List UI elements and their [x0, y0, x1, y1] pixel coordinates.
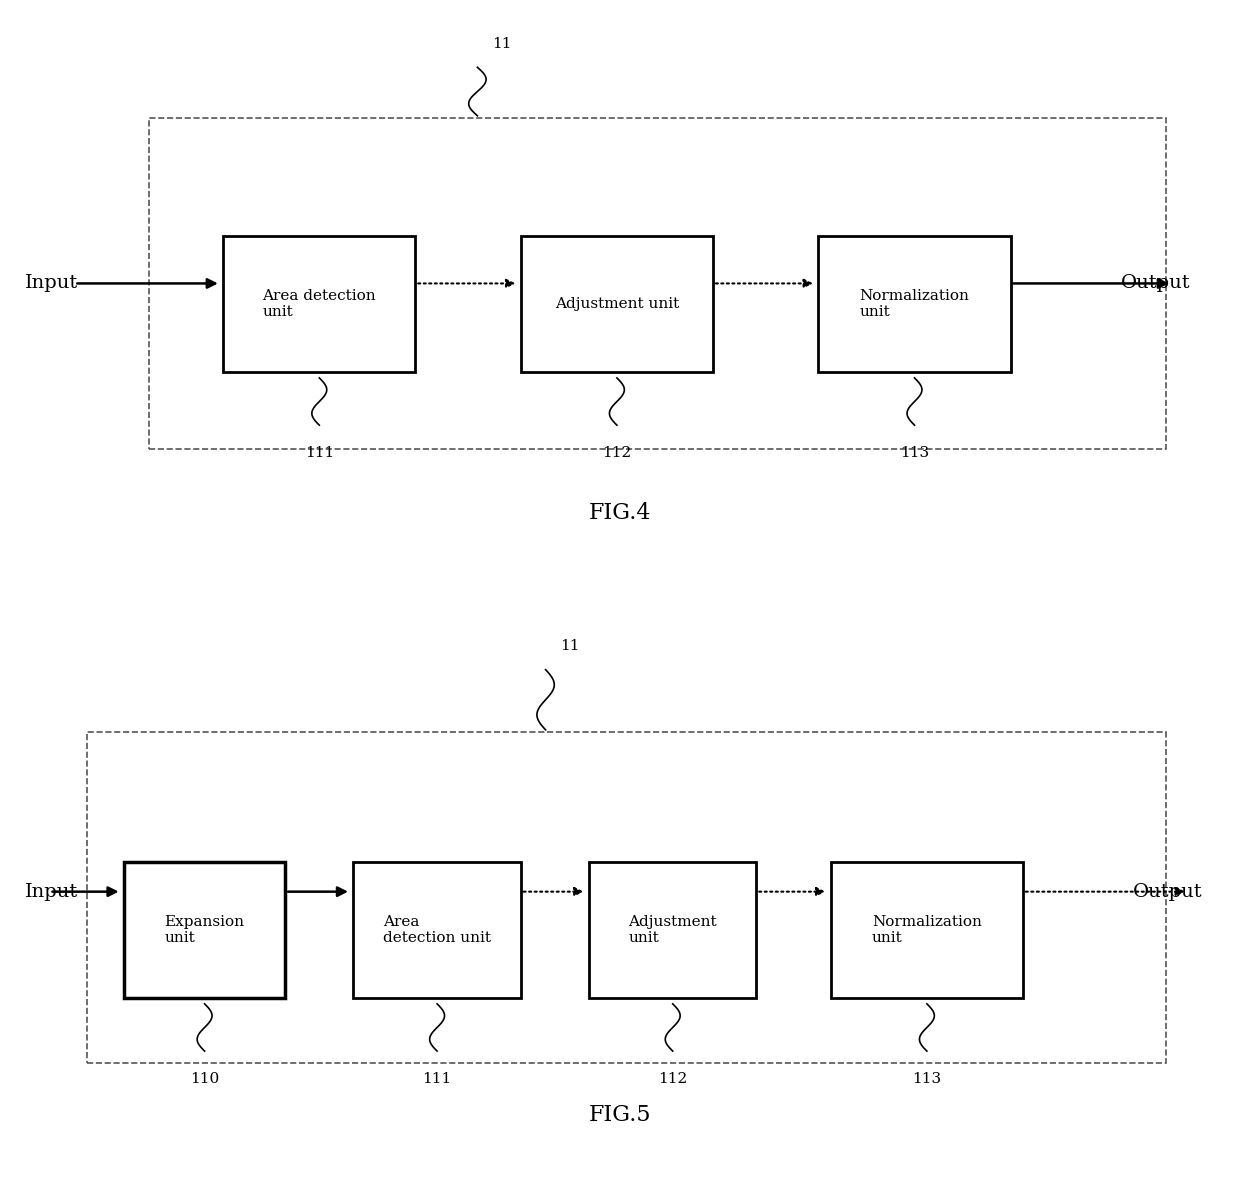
FancyBboxPatch shape	[223, 236, 415, 372]
Text: Expansion
unit: Expansion unit	[165, 915, 244, 945]
Text: Area detection
unit: Area detection unit	[263, 289, 376, 319]
FancyBboxPatch shape	[589, 862, 756, 998]
Text: 110: 110	[190, 1072, 219, 1087]
Text: Adjustment unit: Adjustment unit	[554, 298, 680, 311]
Text: Area
detection unit: Area detection unit	[383, 915, 491, 945]
FancyBboxPatch shape	[831, 862, 1023, 998]
Text: 112: 112	[658, 1072, 687, 1087]
Text: Normalization
unit: Normalization unit	[859, 289, 970, 319]
Text: Input: Input	[25, 274, 78, 293]
Text: FIG.5: FIG.5	[589, 1104, 651, 1127]
FancyBboxPatch shape	[353, 862, 521, 998]
Text: Input: Input	[25, 882, 78, 901]
FancyBboxPatch shape	[124, 862, 285, 998]
Text: FIG.4: FIG.4	[589, 502, 651, 524]
Text: 111: 111	[423, 1072, 451, 1087]
Text: 11: 11	[560, 639, 580, 653]
Text: 112: 112	[603, 446, 631, 461]
Text: 11: 11	[492, 37, 512, 51]
Text: 113: 113	[913, 1072, 941, 1087]
FancyBboxPatch shape	[818, 236, 1011, 372]
Text: 111: 111	[305, 446, 334, 461]
Text: 113: 113	[900, 446, 929, 461]
FancyBboxPatch shape	[521, 236, 713, 372]
Text: Normalization
unit: Normalization unit	[872, 915, 982, 945]
Text: Output: Output	[1133, 882, 1203, 901]
Text: Adjustment
unit: Adjustment unit	[629, 915, 717, 945]
Text: Output: Output	[1121, 274, 1190, 293]
